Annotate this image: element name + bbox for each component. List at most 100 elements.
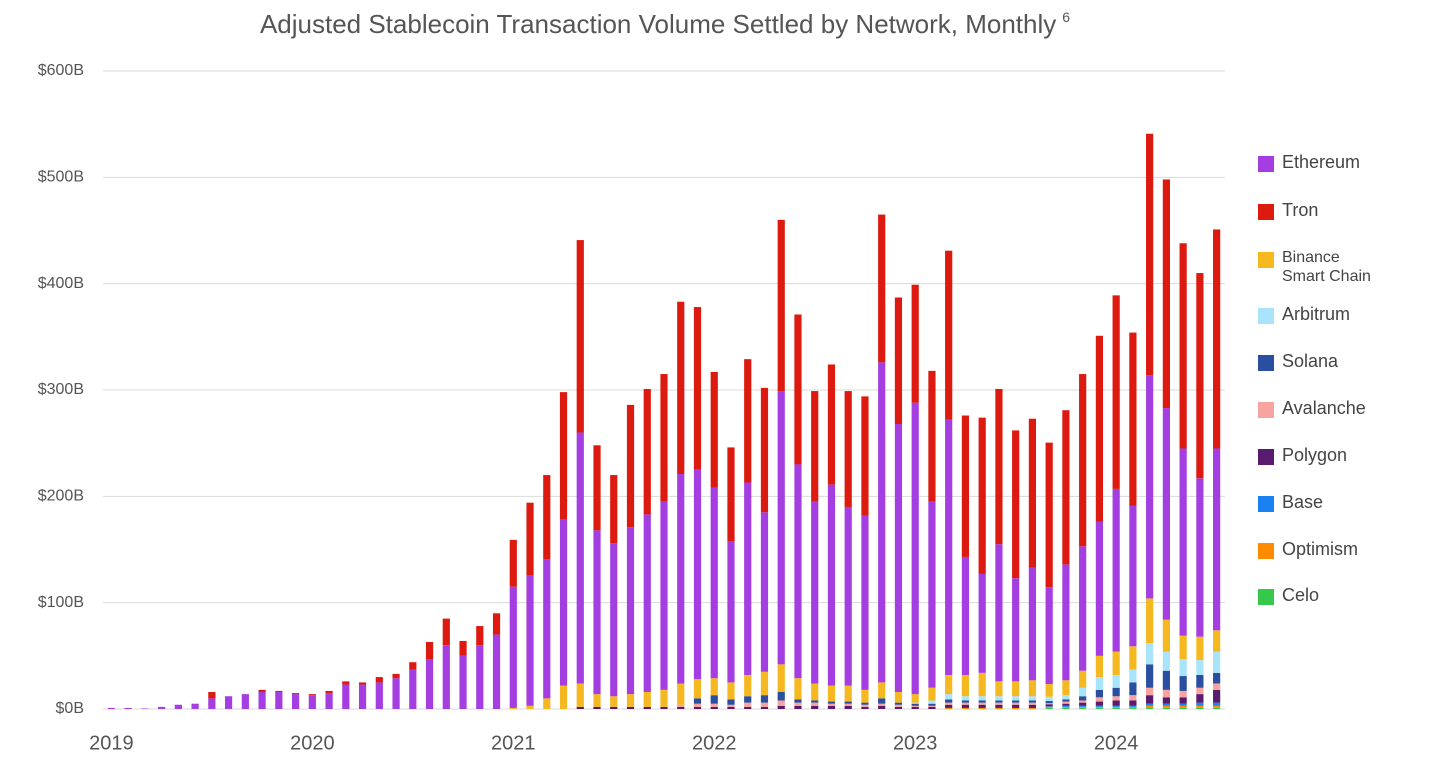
legend-label: Base [1282,492,1324,512]
bar-segment [1196,707,1204,709]
bar-segment [1162,670,1170,690]
bar-segment [1095,705,1104,707]
legend-swatch [1258,543,1274,559]
bar-segment [593,445,601,531]
bar-segment [978,700,986,703]
bar-segment [894,297,903,425]
bar-segment [1179,705,1187,708]
bar-segment [409,669,417,709]
bar-segment [1162,697,1170,704]
bar-segment [710,695,718,704]
bar-segment [526,502,534,576]
bar-segment [1095,707,1104,709]
bar-segment [1062,564,1070,681]
bar-segment [811,705,819,709]
bar-segment [760,695,769,703]
bar-segment [1213,448,1221,631]
bar-segment [1196,674,1204,688]
bar-segment [1028,700,1037,703]
legend-label: Binance Smart Chain [1282,249,1371,285]
bar-segment [492,613,501,635]
chart-title: Adjusted Stablecoin Transaction Volume S… [260,9,1070,39]
bar-segment [928,687,936,701]
bar-segment [710,706,718,709]
bar-segment [1028,704,1037,708]
bar-segment [760,706,769,709]
x-tick-label: 2019 [89,732,134,754]
bar-segment [1045,696,1053,702]
bar-segment [208,691,216,699]
bar-segment [1162,408,1170,620]
bar-segment [1146,664,1154,688]
bar-segment [961,707,970,709]
bar-segment [827,705,836,709]
bar-segment [1129,682,1137,696]
bar-segment [1045,706,1053,708]
legend-item: Ethereum [1258,152,1394,172]
bar-segment [760,671,769,696]
legend-item: Avalanche [1258,398,1394,418]
bar-segment [693,706,702,709]
bar-segment [811,702,819,706]
bar-segment [610,543,618,697]
bar-segment [1095,706,1104,708]
bar-segment [911,694,919,703]
bar-segment [961,415,970,557]
bar-segment [1045,704,1053,707]
bar-segment [794,314,802,465]
bar-segment [1095,677,1104,690]
bar-segment [1213,702,1221,706]
bar-segment [1062,680,1070,696]
bar-segment [576,240,584,433]
bar-segment [1079,705,1087,707]
bar-segment [677,704,685,707]
bar-segment [1079,670,1087,688]
bar-segment [861,702,869,705]
bar-segment [476,626,484,646]
bar-segment [626,527,635,695]
bar-segment [1012,696,1020,701]
bar-segment [777,219,785,392]
bar-segment [224,696,233,709]
bar-segment [961,556,970,675]
bar-segment [995,702,1003,705]
bar-segment [358,682,367,685]
bar-segment [208,698,216,709]
bar-segment [660,374,668,502]
bar-segment [995,704,1003,708]
bar-segment [794,678,802,700]
bar-segment [961,700,970,703]
bar-segment [509,707,517,709]
bar-segment [928,501,936,688]
y-tick-label: $300B [38,381,84,398]
bar-segment [1129,505,1137,647]
bar-segment [1062,707,1070,709]
bar-segment [961,704,970,708]
bar-segment [693,469,702,680]
legend-label: Optimism [1282,539,1358,559]
bar-segment [677,706,685,709]
legend-swatch [1258,496,1274,512]
bar-segment [559,685,568,709]
bar-segment [777,700,785,706]
bar-segment [325,690,333,694]
bar-segment [158,706,166,709]
bar-segment [1146,707,1154,709]
bar-segment [928,706,936,709]
x-tick-label: 2024 [1094,732,1139,754]
bar-segment [1196,273,1204,479]
bar-segment [492,634,501,709]
bar-segment [1028,567,1037,681]
bar-segment [191,703,199,709]
bar-segment [978,573,986,673]
bar-segment [878,362,886,683]
legend-label: Avalanche [1282,398,1366,418]
bar-segment [1028,707,1037,709]
title-text: Adjusted Stablecoin Transaction Volume S… [260,9,1056,39]
bar-segment [844,705,852,709]
bar-segment [1062,703,1070,706]
bar-segment [1146,598,1154,644]
bar-segment [1213,683,1221,690]
bar-segment [727,699,735,705]
bar-segment [275,690,283,692]
